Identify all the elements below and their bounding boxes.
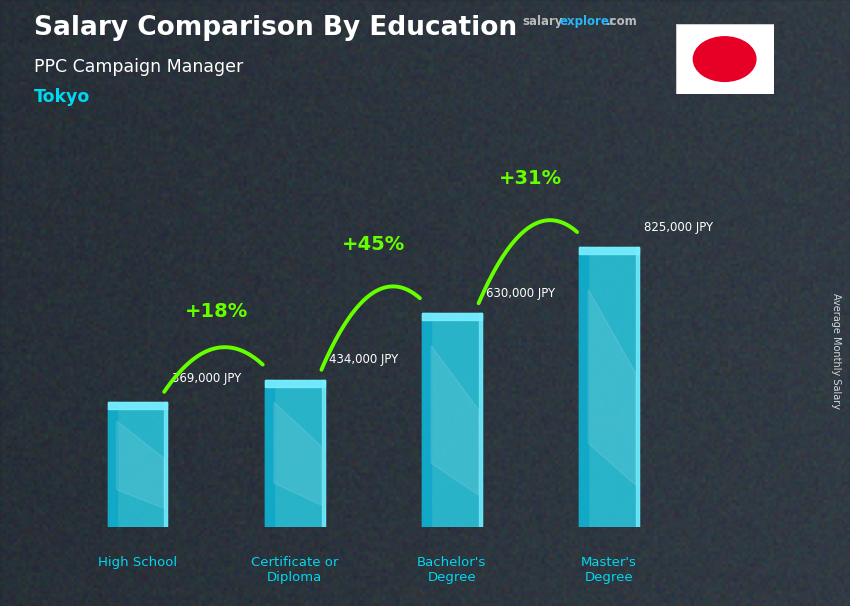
Bar bbox=[479, 313, 482, 527]
Bar bbox=[422, 313, 431, 527]
Text: 630,000 JPY: 630,000 JPY bbox=[486, 287, 556, 300]
Text: 434,000 JPY: 434,000 JPY bbox=[329, 353, 399, 367]
Bar bbox=[108, 402, 116, 527]
Polygon shape bbox=[116, 421, 164, 508]
Bar bbox=[579, 247, 639, 254]
Polygon shape bbox=[588, 289, 636, 485]
Text: Salary Comparison By Education: Salary Comparison By Education bbox=[34, 15, 517, 41]
Polygon shape bbox=[431, 345, 479, 495]
Bar bbox=[636, 247, 639, 527]
Text: Master's
Degree: Master's Degree bbox=[581, 556, 637, 584]
Text: +45%: +45% bbox=[342, 235, 405, 254]
Bar bbox=[108, 402, 167, 409]
Text: +18%: +18% bbox=[184, 302, 247, 321]
Bar bbox=[265, 380, 325, 387]
Text: PPC Campaign Manager: PPC Campaign Manager bbox=[34, 58, 243, 76]
Bar bbox=[108, 402, 167, 527]
Text: Tokyo: Tokyo bbox=[34, 88, 90, 106]
Text: Bachelor's
Degree: Bachelor's Degree bbox=[417, 556, 486, 584]
Circle shape bbox=[694, 37, 756, 81]
Bar bbox=[579, 247, 588, 527]
Bar bbox=[422, 313, 482, 320]
Text: +31%: +31% bbox=[499, 169, 562, 188]
Bar bbox=[422, 313, 482, 527]
Bar bbox=[579, 247, 639, 527]
Text: 369,000 JPY: 369,000 JPY bbox=[172, 372, 241, 385]
Bar bbox=[265, 380, 325, 527]
Text: salary: salary bbox=[523, 15, 564, 28]
Text: explorer: explorer bbox=[559, 15, 615, 28]
Bar bbox=[265, 380, 274, 527]
Bar bbox=[321, 380, 325, 527]
Bar bbox=[164, 402, 167, 527]
Text: .com: .com bbox=[606, 15, 638, 28]
Text: Certificate or
Diploma: Certificate or Diploma bbox=[251, 556, 338, 584]
Text: 825,000 JPY: 825,000 JPY bbox=[643, 221, 713, 234]
Text: Average Monthly Salary: Average Monthly Salary bbox=[830, 293, 841, 410]
Polygon shape bbox=[274, 402, 321, 505]
Text: High School: High School bbox=[98, 556, 177, 569]
